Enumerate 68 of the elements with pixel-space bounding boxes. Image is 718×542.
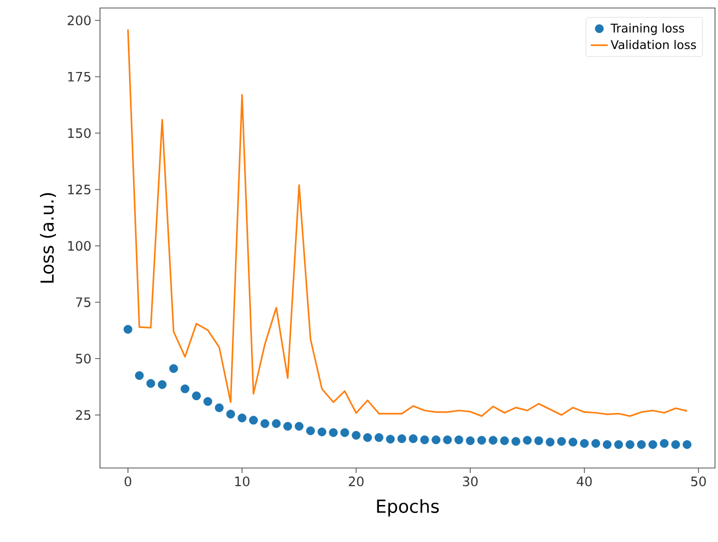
point [522,436,532,445]
x-tick-label: 20 [348,476,364,486]
point [614,440,623,449]
x-axis-title: Epochs [377,499,439,516]
point [134,371,144,380]
point [374,433,384,442]
point [534,436,544,446]
point [443,435,452,444]
point [637,440,646,449]
point [249,416,258,425]
point [318,428,326,436]
point [328,428,338,437]
y-tick-label: 50 [76,354,91,364]
legend-label: Validation loss [610,40,696,50]
point [386,434,395,444]
legend-label: Training loss [610,23,684,35]
point [260,419,270,428]
y-tick-label: 150 [68,128,91,138]
point [192,391,201,400]
point [660,439,669,448]
point [557,437,566,446]
point [146,379,156,388]
point [602,440,612,449]
point [272,419,281,428]
point [340,428,350,437]
point [671,440,680,449]
point [214,403,224,412]
y-axis-title: Loss (a.u.) [40,193,56,283]
point [591,439,600,448]
y-tick-label: 175 [68,72,90,82]
point [626,440,634,449]
x-tick-label: 30 [463,476,478,486]
point [648,440,658,449]
point [420,435,430,444]
point [408,434,418,444]
point [306,426,315,436]
point [568,438,578,446]
point [158,380,167,389]
x-tick-label: 10 [235,476,250,486]
point [363,433,372,442]
point [488,436,498,445]
point [203,397,212,406]
point [512,437,520,446]
point [124,324,132,334]
point [169,364,178,373]
x-tick-label: 40 [576,476,592,486]
point [454,435,464,444]
point [477,436,486,445]
point [294,422,304,431]
point [580,439,589,448]
y-tick-label: 75 [76,297,90,308]
point [682,440,692,449]
point [397,434,406,444]
y-tick-label: 200 [68,16,91,26]
point [283,422,292,431]
point [226,410,236,418]
point [500,436,509,446]
y-tick-label: 25 [76,410,90,420]
x-tick-label: 50 [691,476,706,486]
point [180,384,190,394]
point [432,435,440,444]
point [546,438,555,446]
point [238,414,246,422]
y-tick-label: 100 [68,240,91,251]
x-tick-label: 0 [124,476,132,486]
point [466,436,475,446]
point [352,430,361,440]
y-tick-label: 125 [68,184,90,194]
